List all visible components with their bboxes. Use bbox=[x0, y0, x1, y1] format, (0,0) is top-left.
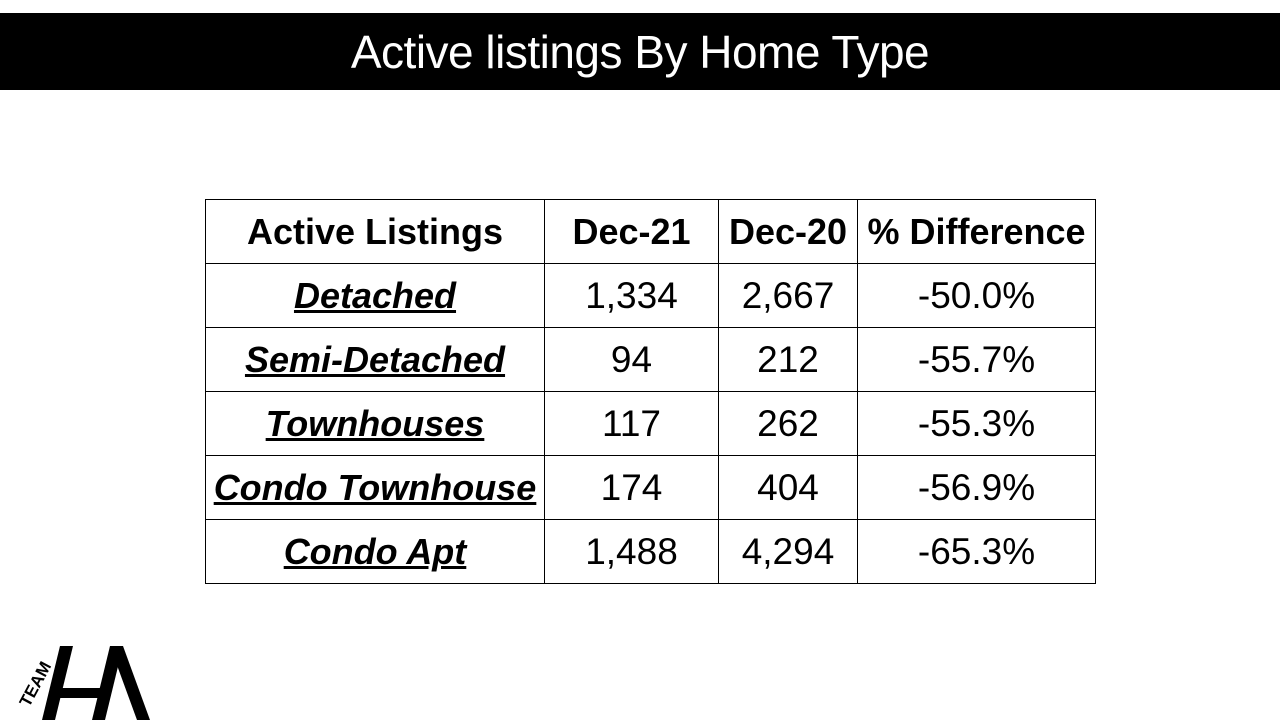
table-row: Townhouses 117 262 -55.3% bbox=[205, 391, 1096, 456]
title-bar: Active listings By Home Type bbox=[0, 13, 1280, 90]
dec20-value: 404 bbox=[718, 455, 858, 520]
home-type-link[interactable]: Townhouses bbox=[205, 391, 545, 456]
dec20-value: 262 bbox=[718, 391, 858, 456]
difference-value: -55.7% bbox=[857, 327, 1096, 392]
home-type-link[interactable]: Condo Apt bbox=[205, 519, 545, 584]
dec21-value: 174 bbox=[544, 455, 719, 520]
difference-value: -55.3% bbox=[857, 391, 1096, 456]
team-ha-logo: TEAM bbox=[16, 646, 150, 720]
header-dec-21: Dec-21 bbox=[544, 199, 719, 264]
dec20-value: 2,667 bbox=[718, 263, 858, 328]
dec21-value: 117 bbox=[544, 391, 719, 456]
header-percent-difference: % Difference bbox=[857, 199, 1096, 264]
logo-ha-mark bbox=[42, 646, 150, 720]
table-row: Condo Townhouse 174 404 -56.9% bbox=[205, 455, 1096, 520]
listings-table: Active Listings Dec-21 Dec-20 % Differen… bbox=[205, 199, 1096, 584]
header-dec-20: Dec-20 bbox=[718, 199, 858, 264]
header-active-listings: Active Listings bbox=[205, 199, 545, 264]
dec20-value: 212 bbox=[718, 327, 858, 392]
table-row: Condo Apt 1,488 4,294 -65.3% bbox=[205, 519, 1096, 584]
home-type-link[interactable]: Semi-Detached bbox=[205, 327, 545, 392]
dec21-value: 94 bbox=[544, 327, 719, 392]
home-type-link[interactable]: Detached bbox=[205, 263, 545, 328]
difference-value: -65.3% bbox=[857, 519, 1096, 584]
slide-title: Active listings By Home Type bbox=[350, 25, 930, 78]
dec21-value: 1,334 bbox=[544, 263, 719, 328]
dec20-value: 4,294 bbox=[718, 519, 858, 584]
table-row: Semi-Detached 94 212 -55.7% bbox=[205, 327, 1096, 392]
dec21-value: 1,488 bbox=[544, 519, 719, 584]
difference-value: -50.0% bbox=[857, 263, 1096, 328]
table-row: Detached 1,334 2,667 -50.0% bbox=[205, 263, 1096, 328]
home-type-link[interactable]: Condo Townhouse bbox=[205, 455, 545, 520]
table-header-row: Active Listings Dec-21 Dec-20 % Differen… bbox=[205, 199, 1096, 264]
difference-value: -56.9% bbox=[857, 455, 1096, 520]
